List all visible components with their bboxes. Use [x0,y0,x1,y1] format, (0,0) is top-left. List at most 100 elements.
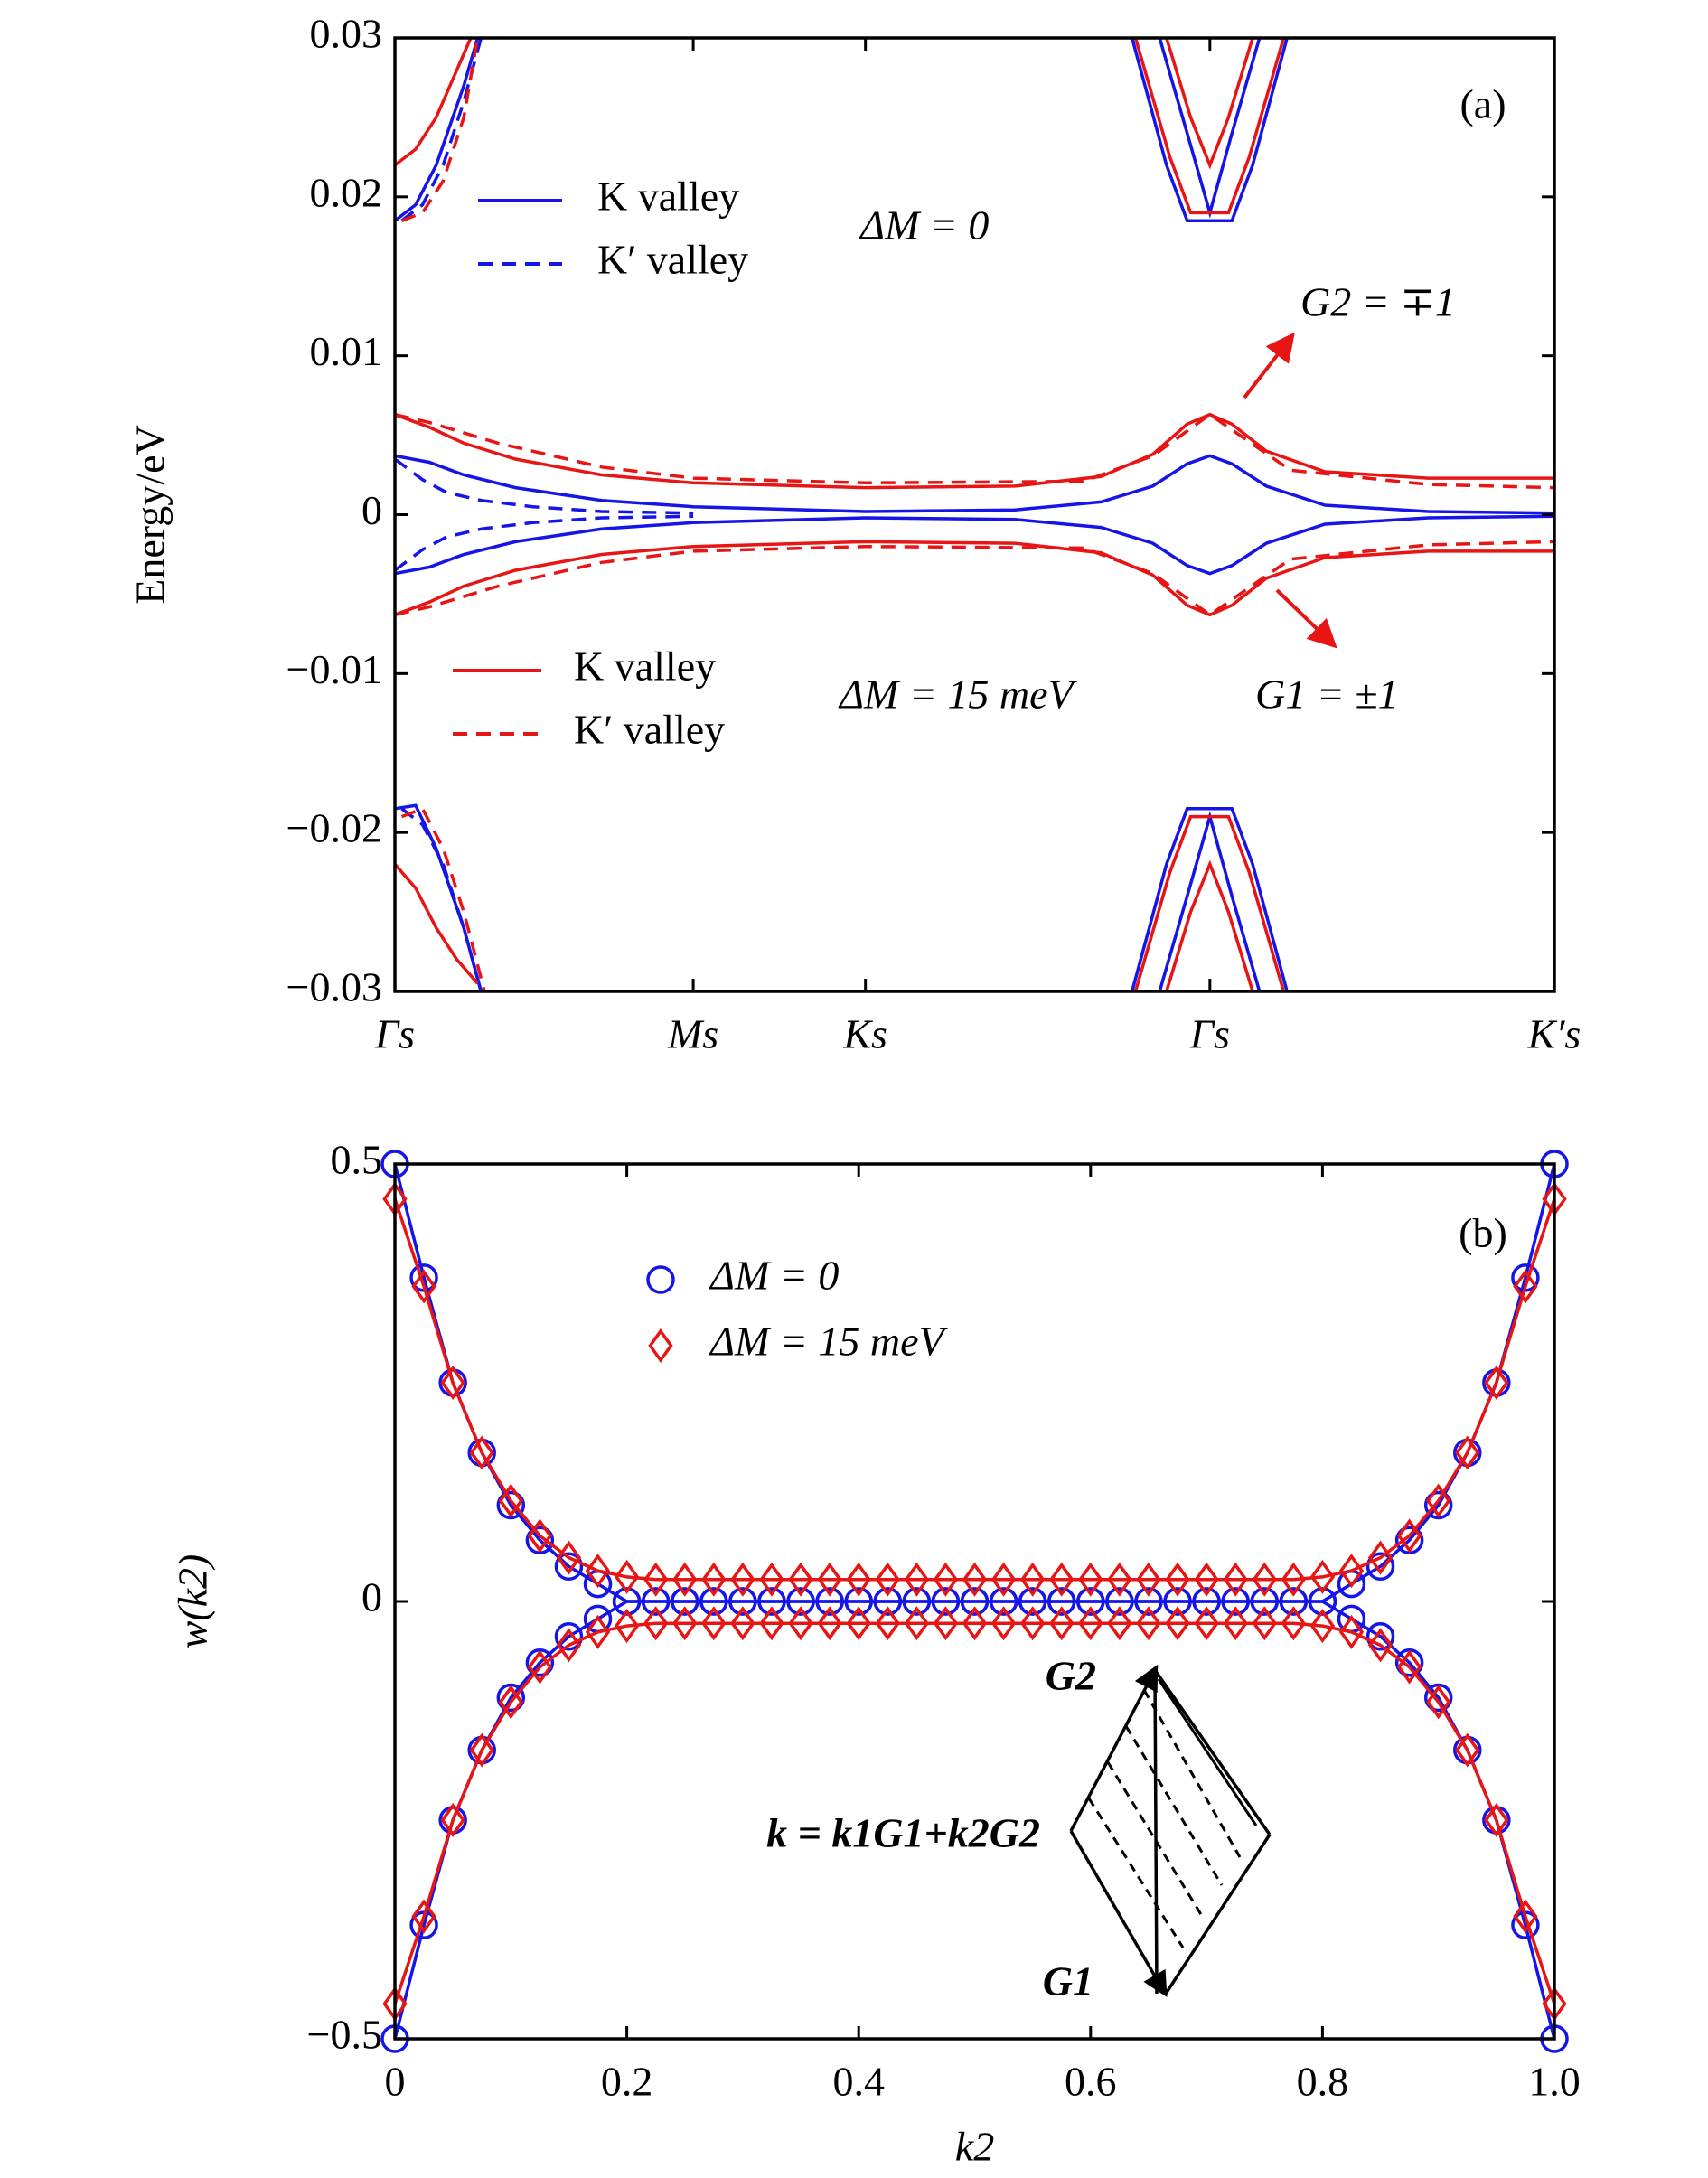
data-point [1019,1606,1046,1641]
legend-label: K′ valley [597,237,748,283]
data-point [1279,1587,1309,1616]
x-tick-label: 0.4 [832,2059,885,2105]
data-point [1367,1628,1394,1663]
data-point [1105,1587,1134,1616]
plot-frame [393,36,1556,993]
data-point [1223,1606,1248,1641]
data-point [1049,1606,1075,1641]
data-point [556,1540,582,1575]
data-point [1396,1518,1422,1554]
data-point [1252,1562,1277,1597]
data-point [585,1554,611,1589]
annotation: G2 = ∓1 [1300,279,1456,325]
data-point [960,1587,990,1616]
data-point [1165,1606,1190,1641]
data-point [1136,1606,1161,1641]
data-point [1192,1587,1221,1616]
annotation: (b) [1459,1210,1507,1256]
data-point [759,1562,784,1597]
data-point [672,1562,698,1597]
annotation: ΔM = 15 meV [838,671,1077,718]
series-line [395,38,1554,991]
data-point [931,1587,961,1616]
series-line [393,1198,1556,1582]
data-point [411,1269,436,1304]
data-point [614,1559,640,1594]
data-point [1250,1587,1279,1616]
data-point [469,1435,494,1470]
y-tick-label: 0.5 [331,1137,383,1183]
series-line [395,38,694,991]
data-point [788,1562,813,1597]
data-point [786,1587,815,1616]
data-point [614,1609,640,1644]
series-line [395,38,1554,991]
data-point [1426,1483,1451,1518]
series-line [393,1163,1556,1603]
data-point [730,1562,755,1597]
data-point [844,1587,873,1616]
x-tick-label: Ks [842,1011,887,1057]
data-point [585,1614,611,1649]
data-point [440,1366,465,1400]
data-point [1019,1562,1046,1597]
data-point [1049,1562,1075,1597]
legend-label: K′ valley [574,707,725,753]
x-tick-label: K′s [1527,1011,1581,1057]
data-point [846,1606,871,1641]
data-point [556,1628,582,1663]
data-point [1338,1554,1365,1589]
data-point [1194,1562,1219,1597]
data-point [730,1606,755,1641]
data-point [788,1606,813,1641]
annotation: (a) [1459,81,1506,127]
data-point [1136,1562,1161,1597]
x-tick-label: 0 [385,2059,406,2105]
series-line [395,38,1554,991]
y-axis-label: w(k2) [170,1554,216,1649]
legend-label: K valley [574,643,716,690]
data-point [1078,1606,1103,1641]
annotation: G2 [1046,1653,1096,1699]
data-point [875,1562,900,1597]
data-point [1281,1562,1307,1597]
x-tick-label: 0.2 [601,2059,653,2105]
data-point [1484,1803,1509,1837]
data-point [1281,1606,1307,1641]
data-point [1367,1540,1394,1575]
y-tick-label: 0 [361,487,382,533]
data-point [904,1562,930,1597]
data-point [699,1587,728,1616]
data-point [962,1562,988,1597]
data-point [933,1562,959,1597]
data-point [1426,1685,1451,1720]
data-point [1107,1562,1132,1597]
data-point [643,1606,669,1641]
data-point [757,1587,786,1616]
data-point [1107,1606,1132,1641]
data-point [1018,1587,1047,1616]
data-point [728,1587,757,1616]
data-point [1309,1609,1336,1644]
annotation: k = k1G1+k2G2 [766,1810,1040,1856]
data-point [817,1562,842,1597]
x-tick-label: 0.6 [1065,2059,1117,2105]
x-axis-label: k2 [955,2124,994,2170]
legend-label: ΔM = 0 [709,1253,839,1299]
annotation: G1 [1043,1958,1093,2004]
inset-cell [1069,1664,1272,1998]
data-point [875,1606,900,1641]
data-point [1365,1621,1395,1651]
annotation-arrow [1275,588,1337,649]
data-point [701,1562,727,1597]
y-tick-label: −0.03 [286,964,382,1010]
data-point [759,1606,784,1641]
data-point [1134,1587,1163,1616]
data-point [815,1587,844,1616]
data-point [1252,1606,1277,1641]
data-point [554,1621,584,1651]
data-point [671,1587,699,1616]
annotation: ΔM = 0 [859,202,989,249]
y-tick-label: 0.01 [310,328,383,374]
